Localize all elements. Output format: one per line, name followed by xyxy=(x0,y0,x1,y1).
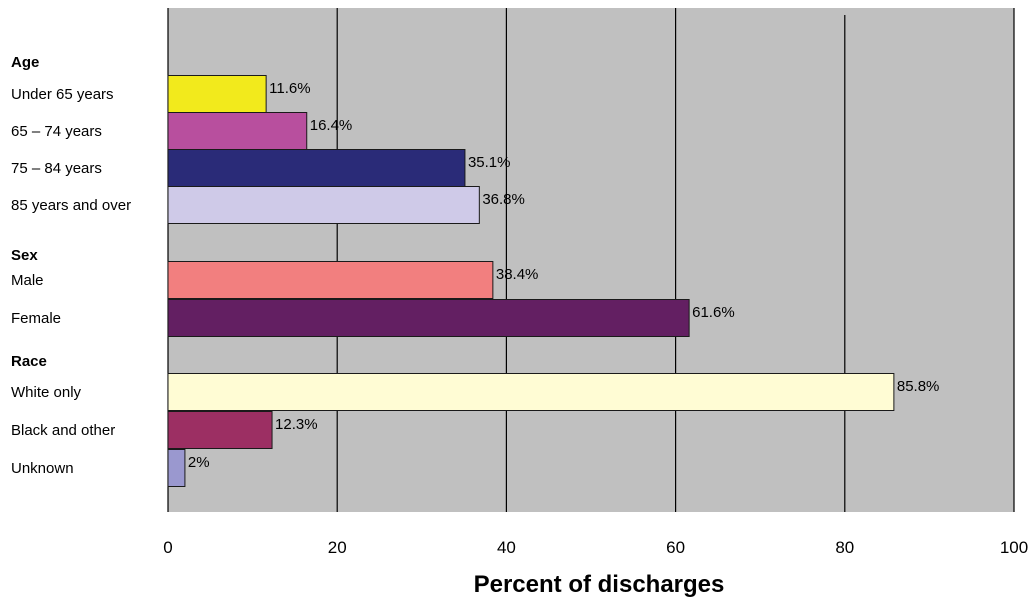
group-label-race: Race xyxy=(11,353,47,370)
category-label: Black and other xyxy=(11,422,115,439)
x-tick-label: 20 xyxy=(328,538,347,557)
group-label-age: Age xyxy=(11,54,39,71)
bar xyxy=(167,149,466,187)
category-label: 65 – 74 years xyxy=(11,123,102,140)
data-label: 85.8% xyxy=(897,378,940,395)
plot-area xyxy=(168,8,1014,512)
bars: 11.6% 16.4% 35.1% 36.8% 38.4% 61.6% 85.8% 12.3%… xyxy=(167,75,940,487)
bar xyxy=(167,186,480,224)
data-label: 16.4% xyxy=(310,117,353,134)
bar xyxy=(167,112,308,150)
x-tick-label: 60 xyxy=(666,538,685,557)
category-label: Unknown xyxy=(11,460,74,477)
x-axis-title: Percent of discharges xyxy=(474,571,725,598)
x-tick-label: 80 xyxy=(835,538,854,557)
bar xyxy=(167,373,895,411)
group-label-sex: Sex xyxy=(11,247,38,264)
category-label: 85 years and over xyxy=(11,197,131,214)
x-tick-label: 0 xyxy=(163,538,172,557)
x-axis-ticks: 0 20 40 60 80 100 xyxy=(163,538,1028,557)
data-label: 11.6% xyxy=(269,80,310,97)
data-label: 61.6% xyxy=(692,304,735,321)
bar xyxy=(167,449,186,487)
data-label: 36.8% xyxy=(482,191,525,208)
bar xyxy=(167,261,494,299)
data-label: 35.1% xyxy=(468,154,511,171)
data-label: 2% xyxy=(188,454,210,471)
data-label: 38.4% xyxy=(496,266,539,283)
category-label: Under 65 years xyxy=(11,86,114,103)
category-label: White only xyxy=(11,384,82,401)
data-label: 12.3% xyxy=(275,416,318,433)
category-label: Female xyxy=(11,310,61,327)
category-labels: Age Under 65 years 65 – 74 years 75 – 84 ye… xyxy=(11,54,131,477)
category-label: 75 – 84 years xyxy=(11,160,102,177)
bar xyxy=(167,411,273,449)
x-tick-label: 100 xyxy=(1000,538,1028,557)
category-label: Male xyxy=(11,272,44,289)
x-tick-label: 40 xyxy=(497,538,516,557)
bar xyxy=(167,299,690,337)
bar xyxy=(167,75,267,113)
